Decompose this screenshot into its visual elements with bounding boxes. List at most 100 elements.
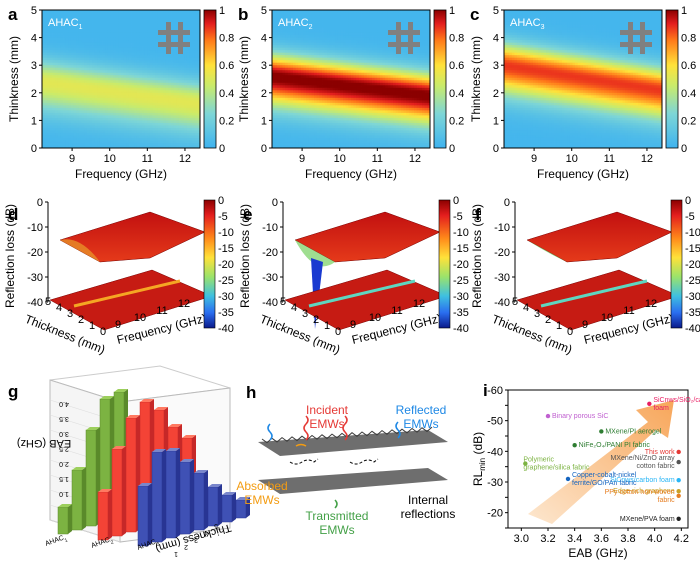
heat-cell [181, 122, 185, 126]
heat-cell [295, 130, 299, 134]
heat-cell [94, 100, 98, 104]
heat-cell [89, 35, 93, 38]
heat-cell [171, 115, 175, 119]
heat-cell [44, 77, 48, 81]
colorbar [203, 9, 217, 149]
heat-cell [68, 117, 72, 121]
heat-cell [186, 15, 190, 18]
heat-cell [131, 12, 135, 16]
heat-cell [44, 115, 48, 119]
heat-cell [160, 72, 164, 76]
heat-cell [55, 20, 59, 23]
heat-cell [99, 100, 103, 104]
heat-cell [102, 25, 106, 28]
heat-cell [73, 140, 77, 144]
heat-cell [126, 100, 130, 104]
heat-cell [329, 87, 333, 91]
heat-cell [282, 47, 286, 51]
heat-cell [78, 137, 82, 141]
heat-cell [126, 117, 130, 121]
heat-cell [134, 110, 138, 114]
heat-cell [308, 75, 312, 79]
heat-cell [295, 70, 299, 74]
heat-cell [55, 60, 59, 64]
heat-cell [319, 42, 323, 46]
heat-cell [131, 100, 135, 104]
heat-cell [81, 67, 85, 71]
heat-cell [121, 10, 125, 13]
heat-cell [272, 30, 276, 33]
heat-cell [303, 110, 307, 114]
heat-cell [303, 55, 307, 59]
heat-cell [113, 35, 117, 38]
heat-cell [107, 25, 111, 28]
heat-cell [47, 125, 51, 129]
heat-cell [329, 32, 333, 36]
heat-cell [97, 55, 101, 59]
heat-cell [308, 62, 312, 66]
heat-cell [308, 135, 312, 139]
heat-cell [176, 10, 180, 13]
heat-cell [70, 45, 74, 49]
heat-cell [57, 142, 61, 146]
heat-cell [327, 80, 331, 84]
heat-cell [165, 65, 169, 69]
heat-cell [345, 135, 349, 139]
heat-cell [115, 82, 119, 86]
heat-cell [68, 27, 72, 31]
heat-cell [123, 90, 127, 94]
heat-cell [107, 92, 111, 96]
heat-cell [94, 75, 98, 79]
heat-cell [78, 65, 82, 69]
heat-cell [181, 60, 185, 64]
heat-cell [340, 112, 344, 116]
heat-cell [176, 137, 180, 141]
heat-cell [121, 135, 125, 139]
heat-cell [300, 25, 304, 28]
heat-cell [178, 110, 182, 114]
heat-cell [279, 80, 283, 84]
heat-cell [94, 57, 98, 61]
heat-cell [324, 62, 328, 66]
heat-cell [99, 95, 103, 99]
heat-cell [340, 75, 344, 79]
heat-cell [163, 57, 167, 61]
heat-cell [335, 30, 339, 33]
heat-cell [324, 122, 328, 126]
heat-cell [44, 55, 48, 59]
heat-cell [171, 82, 175, 86]
heat-cell [128, 30, 132, 33]
heat-cell [165, 127, 169, 131]
heat-cell [147, 112, 151, 116]
heat-cell [89, 100, 93, 104]
heat-cell [152, 15, 156, 18]
heat-cell [47, 115, 51, 119]
heat-cell [168, 140, 172, 144]
heat-cell [186, 85, 190, 89]
heat-cell [121, 45, 125, 49]
heat-cell [303, 70, 307, 74]
heat-cell [68, 97, 72, 101]
heat-cell [165, 140, 169, 144]
heat-cell [99, 105, 103, 109]
heat-cell [308, 87, 312, 91]
heat-cell [126, 45, 130, 49]
heat-cell [110, 135, 114, 139]
heat-cell [118, 35, 122, 38]
heat-cell [52, 75, 56, 79]
heat-cell [293, 75, 297, 79]
heat-cell [110, 47, 114, 51]
heat-cell [314, 90, 318, 94]
heat-cell [78, 82, 82, 86]
heat-cell [139, 100, 143, 104]
heat-cell [99, 72, 103, 76]
heat-cell [189, 25, 193, 28]
heat-cell [197, 40, 201, 44]
heat-cell [186, 145, 190, 149]
heat-cell [92, 32, 96, 36]
heat-cell [300, 110, 304, 114]
heat-cell [168, 62, 172, 66]
heat-cell [131, 115, 135, 119]
heat-cell [107, 102, 111, 106]
heat-cell [165, 102, 169, 106]
